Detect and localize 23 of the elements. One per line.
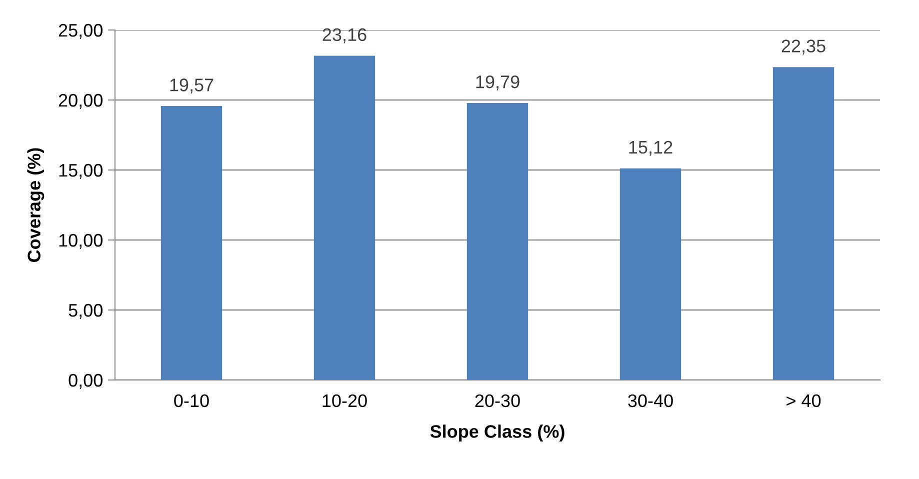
bar xyxy=(620,168,682,380)
y-tick-label: 20,00 xyxy=(58,94,102,109)
x-tick-label: 20-30 xyxy=(475,394,520,408)
bar xyxy=(772,67,834,380)
bar xyxy=(314,56,376,380)
data-label: 22,35 xyxy=(782,40,826,55)
data-label: 19,79 xyxy=(476,75,520,90)
y-axis-title: Coverage (%) xyxy=(27,148,44,262)
y-tick-label: 5,00 xyxy=(68,304,102,319)
x-tick-label: 10-20 xyxy=(322,394,367,408)
x-tick-label: 30-40 xyxy=(628,394,673,408)
x-tick-label: 0-10 xyxy=(174,394,209,408)
data-label: 15,12 xyxy=(629,140,672,156)
bar xyxy=(466,102,528,380)
data-label: 23,16 xyxy=(322,28,366,44)
y-tick-label: 25,00 xyxy=(58,24,102,39)
y-tick-label: 15,00 xyxy=(59,164,102,179)
y-tick-label: 10,00 xyxy=(59,234,102,249)
data-label: 19,57 xyxy=(170,78,214,94)
x-axis-title: Slope Class (%) xyxy=(430,424,564,442)
x-tick-label: > 40 xyxy=(786,394,821,408)
bar xyxy=(160,106,222,380)
y-tick-label: 0,00 xyxy=(68,374,102,389)
